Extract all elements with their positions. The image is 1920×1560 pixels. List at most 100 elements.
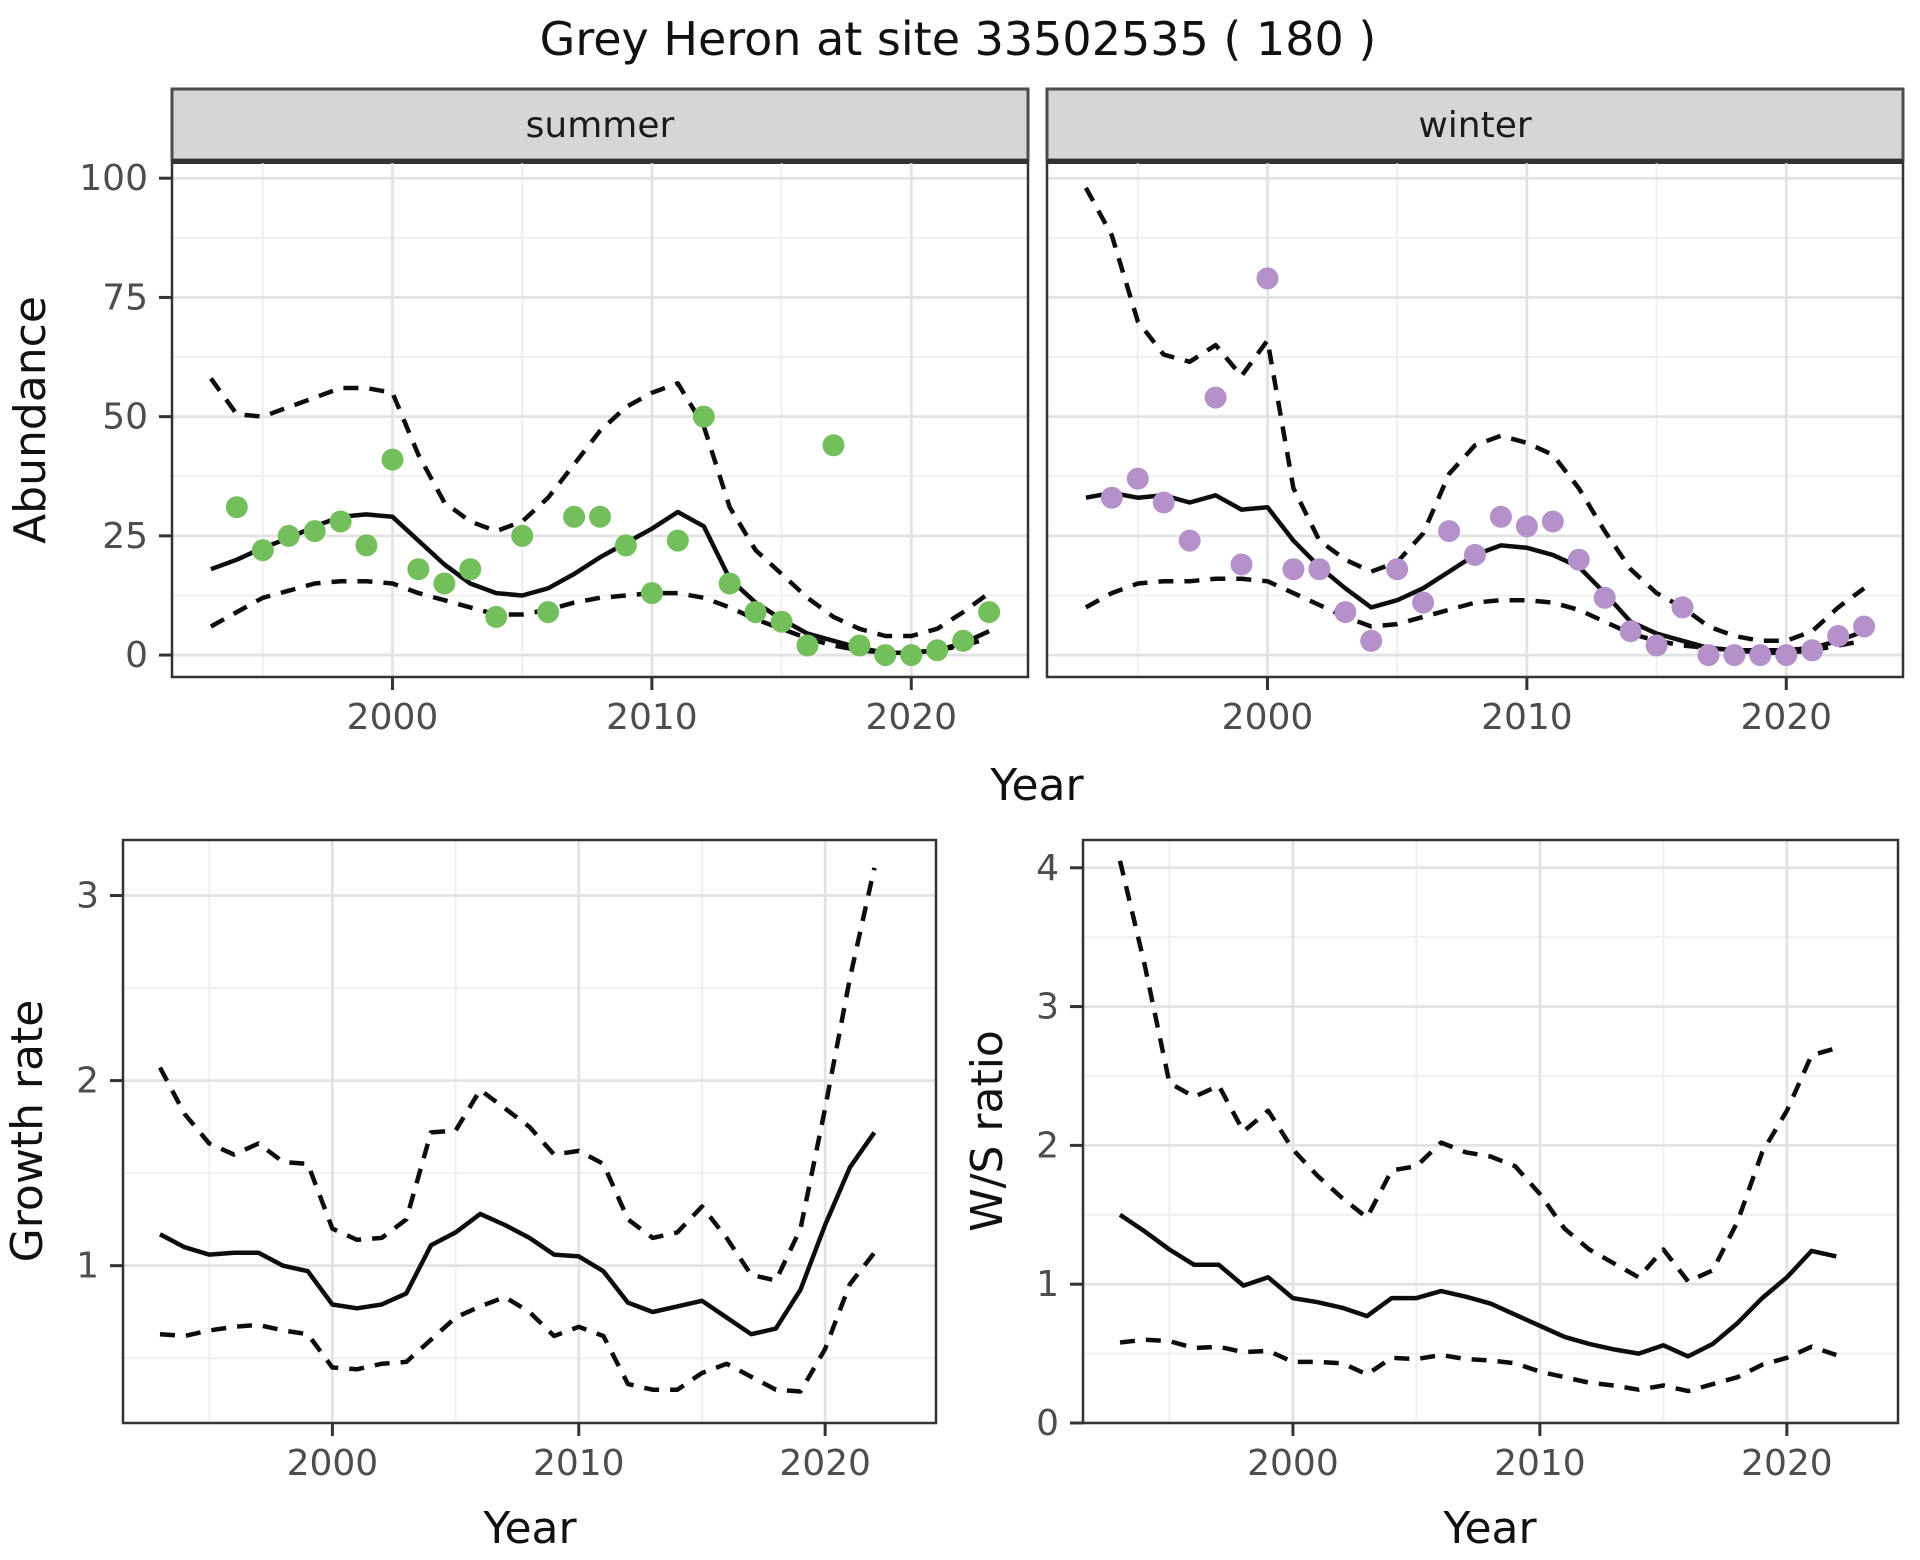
data-point <box>1775 644 1798 667</box>
y-tick-label: 0 <box>125 635 148 676</box>
axis-ticks: 2000 2010 2020 0 25 50 75 100 <box>79 158 957 738</box>
axis-ticks: 2000 2010 2020 1 2 3 <box>76 876 871 1484</box>
confidence-lower-line <box>1084 576 1865 655</box>
gridlines-minor <box>172 162 1028 677</box>
panel-border <box>170 160 1030 679</box>
x-tick-label: 2020 <box>865 697 957 738</box>
panel-border <box>1081 838 1900 1425</box>
abundance-axis-title: Abundance <box>5 296 56 544</box>
data-point <box>1178 529 1201 552</box>
growth-x-axis-title: Year <box>482 1503 577 1554</box>
data-point <box>537 601 560 624</box>
data-point <box>381 448 404 471</box>
x-tick-label: 2020 <box>779 1443 871 1484</box>
data-point <box>1541 510 1564 533</box>
data-point <box>407 558 430 581</box>
data-point <box>1827 625 1850 647</box>
data-point <box>1386 558 1409 581</box>
y-tick-label: 100 <box>79 158 148 199</box>
confidence-lower-line <box>159 1251 877 1394</box>
ws-x-axis-title: Year <box>1442 1503 1537 1554</box>
y-tick-label: 50 <box>102 397 148 438</box>
data-point <box>303 520 326 543</box>
y-tick-label: 1 <box>1036 1264 1059 1305</box>
x-tick-label: 2020 <box>1741 1443 1833 1484</box>
y-tick-label: 2 <box>76 1061 99 1102</box>
winter-abundance-panel: 2000 2010 2020 <box>1045 160 1905 738</box>
data-point <box>848 634 871 657</box>
gridlines-major <box>1047 162 1903 677</box>
axis-ticks: 2000 2010 2020 0 1 2 3 4 <box>1036 848 1833 1484</box>
growth-rate-panel: 2000 2010 2020 1 2 3 <box>76 838 938 1484</box>
data-point <box>718 572 741 595</box>
top-x-axis-title: Year <box>989 760 1084 811</box>
confidence-lower-line <box>1119 1337 1838 1394</box>
data-point <box>1723 644 1746 667</box>
data-point <box>1204 386 1227 409</box>
data-point <box>926 639 949 662</box>
data-point <box>640 582 663 605</box>
data-point <box>1438 520 1461 543</box>
data-point <box>1230 553 1253 576</box>
data-point <box>614 534 637 557</box>
growth-rate-axis-title: Growth rate <box>2 1000 53 1263</box>
facet-strip-winter: winter <box>1045 87 1905 162</box>
facet-strip-summer: summer <box>170 87 1030 162</box>
x-tick-label: 2000 <box>287 1443 379 1484</box>
data-point <box>1671 596 1694 619</box>
x-tick-label: 2020 <box>1740 697 1832 738</box>
facet-strip-winter-bg <box>1045 87 1905 162</box>
data-point <box>1126 467 1149 490</box>
y-tick-label: 3 <box>76 876 99 917</box>
fitted-trend-line <box>1085 490 1865 653</box>
facet-strip-summer-label: summer <box>526 105 675 146</box>
x-tick-label: 2010 <box>606 697 698 738</box>
x-tick-label: 2000 <box>1222 697 1314 738</box>
data-point <box>900 644 923 667</box>
data-point <box>355 534 378 557</box>
y-tick-label: 4 <box>1036 848 1059 889</box>
data-point <box>485 605 508 628</box>
data-point <box>1489 505 1512 528</box>
data-point <box>796 634 819 657</box>
panel-border <box>121 838 938 1425</box>
ws-ratio-panel: 2000 2010 2020 0 1 2 3 4 <box>1036 838 1900 1484</box>
data-point <box>1282 558 1305 581</box>
data-point <box>589 505 611 528</box>
gridlines-minor <box>123 840 936 1423</box>
confidence-upper-line <box>1083 186 1866 644</box>
data-point <box>1697 644 1720 667</box>
observed-points <box>1100 267 1876 667</box>
data-point <box>1593 586 1616 609</box>
fitted-trend-line <box>1118 1212 1837 1359</box>
x-tick-label: 2000 <box>1247 1443 1339 1484</box>
data-point <box>563 505 586 528</box>
y-tick-label: 2 <box>1036 1125 1059 1166</box>
data-point <box>433 572 456 595</box>
fitted-trend-line <box>210 509 991 655</box>
data-point <box>511 524 534 547</box>
confidence-upper-line <box>1117 860 1837 1284</box>
data-point <box>744 601 767 624</box>
data-point <box>1801 639 1824 662</box>
data-point <box>459 558 482 581</box>
data-point <box>277 524 300 547</box>
data-point <box>329 510 352 533</box>
fitted-trend-line <box>158 1131 877 1337</box>
data-point <box>874 644 897 667</box>
data-point <box>822 434 845 457</box>
x-tick-label: 2010 <box>1481 697 1573 738</box>
data-point <box>952 629 975 652</box>
facet-strip-summer-bg <box>170 87 1030 162</box>
data-point <box>1567 548 1590 571</box>
gridlines-major <box>1083 840 1898 1425</box>
chart-title: Grey Heron at site 33502535 ( 180 ) <box>540 12 1377 66</box>
confidence-upper-line <box>209 377 991 639</box>
data-point <box>251 539 274 562</box>
gridlines-major <box>123 840 936 1423</box>
data-point <box>1308 558 1331 581</box>
gridlines-minor <box>1083 840 1898 1423</box>
facet-strip-winter-label: winter <box>1418 105 1532 146</box>
